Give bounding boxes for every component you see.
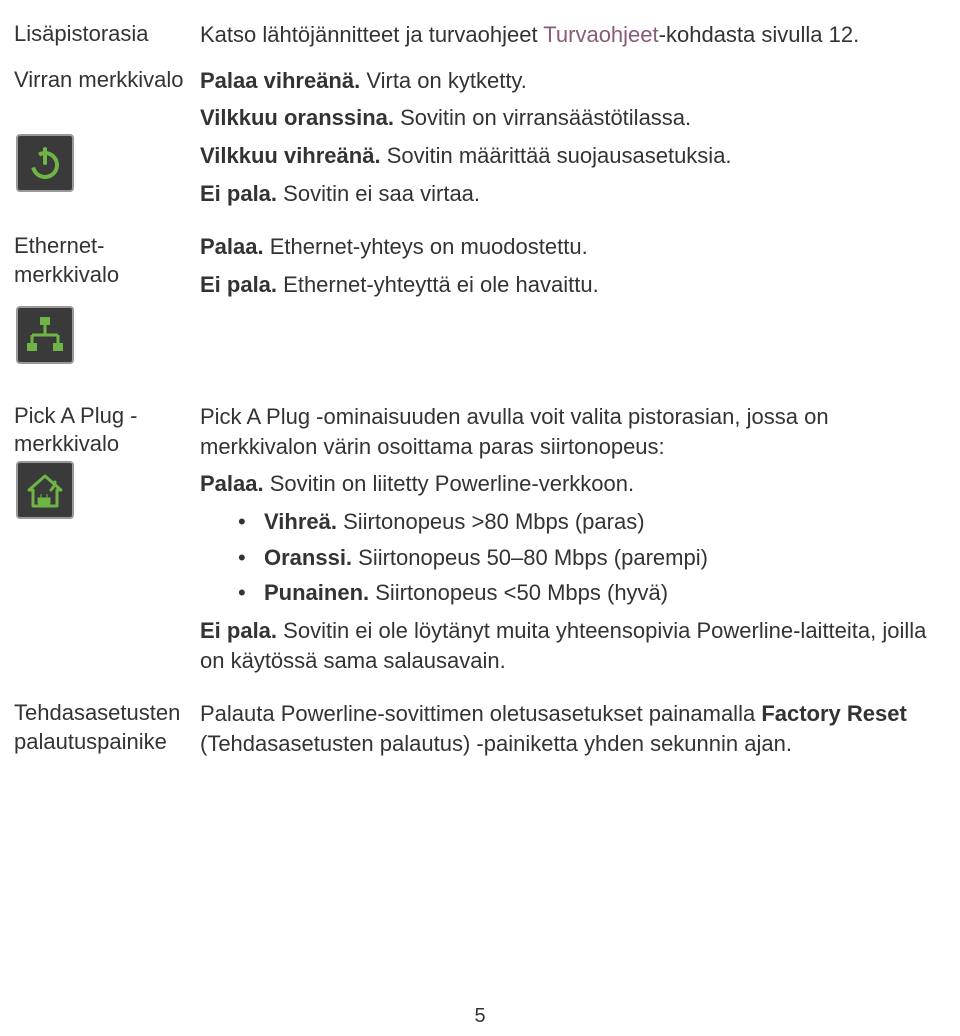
status-bold: Ei pala. [200,618,277,643]
label-power-led: Virran merkkivalo [14,66,200,95]
power-icon [16,134,74,192]
status-bold: Oranssi. [264,545,352,570]
content-pickaplug: Pick A Plug -ominaisuuden avulla voit va… [200,402,946,684]
icon-cell [14,306,200,364]
house-plug-icon [16,461,74,519]
status-text: Siirtonopeus <50 Mbps (hyvä) [369,580,668,605]
text: Katso lähtöjännitteet ja turvaohjeet [200,22,543,47]
row-ethernet-icon [14,306,946,364]
page-number: 5 [0,1005,960,1028]
text: (Tehdasasetusten palautus) -painiketta y… [200,731,792,756]
speed-list: Vihreä. Siirtonopeus >80 Mbps (paras) Or… [200,507,946,608]
row-extra-outlet: Lisäpistorasia Katso lähtöjännitteet ja … [14,20,946,58]
factory-reset-bold: Factory Reset [761,701,907,726]
text: Palauta Powerline-sovittimen oletusasetu… [200,701,761,726]
safety-link[interactable]: Turvaohjeet [543,22,658,47]
status-text: Ethernet-yhteyttä ei ole havaittu. [277,272,599,297]
list-item: Vihreä. Siirtonopeus >80 Mbps (paras) [238,507,946,537]
status-text: Virta on kytketty. [360,68,527,93]
content-power-led: Palaa vihreänä. Virta on kytketty. Vilkk… [200,66,946,217]
status-text: Sovitin määrittää suojausasetuksia. [381,143,732,168]
status-bold: Ei pala. [200,272,277,297]
content-extra-outlet: Katso lähtöjännitteet ja turvaohjeet Tur… [200,20,946,58]
list-item: Oranssi. Siirtonopeus 50–80 Mbps (paremp… [238,543,946,573]
status-text: Sovitin on liitetty Powerline-verkkoon. [264,471,635,496]
list-item: Punainen. Siirtonopeus <50 Mbps (hyvä) [238,578,946,608]
row-ethernet-led: Ethernet-merkkivalo Palaa. Ethernet-yhte… [14,232,946,307]
status-text: Sovitin ei ole löytänyt muita yhteensopi… [200,618,926,673]
row-pickaplug: Pick A Plug -merkkivalo Pick A Plug -omi… [14,402,946,684]
status-text: Siirtonopeus >80 Mbps (paras) [337,509,645,534]
status-bold: Palaa. [200,471,264,496]
content-factory-reset: Palauta Powerline-sovittimen oletusasetu… [200,699,946,766]
intro-text: Pick A Plug -ominaisuuden avulla voit va… [200,402,946,461]
label-extra-outlet: Lisäpistorasia [14,20,200,49]
status-text: Ethernet-yhteys on muodostettu. [264,234,588,259]
status-bold: Palaa. [200,234,264,259]
label-factory-reset: Tehdasasetusten palautuspainike [14,699,200,756]
status-bold: Punainen. [264,580,369,605]
row-factory-reset: Tehdasasetusten palautuspainike Palauta … [14,699,946,766]
icon-cell [14,461,200,519]
status-text: Sovitin ei saa virtaa. [277,181,480,206]
status-bold: Vilkkuu oranssina. [200,105,394,130]
text: -kohdasta sivulla 12. [659,22,860,47]
content-ethernet-led: Palaa. Ethernet-yhteys on muodostettu. E… [200,232,946,307]
ethernet-icon [16,306,74,364]
status-bold: Vihreä. [264,509,337,534]
icon-cell [14,134,200,192]
status-bold: Palaa vihreänä. [200,68,360,93]
status-text: Siirtonopeus 50–80 Mbps (parempi) [352,545,708,570]
label-ethernet-led: Ethernet-merkkivalo [14,232,200,289]
status-bold: Ei pala. [200,181,277,206]
label-pickaplug: Pick A Plug -merkkivalo [14,402,200,459]
status-bold: Vilkkuu vihreänä. [200,143,381,168]
status-text: Sovitin on virransäästötilassa. [394,105,691,130]
